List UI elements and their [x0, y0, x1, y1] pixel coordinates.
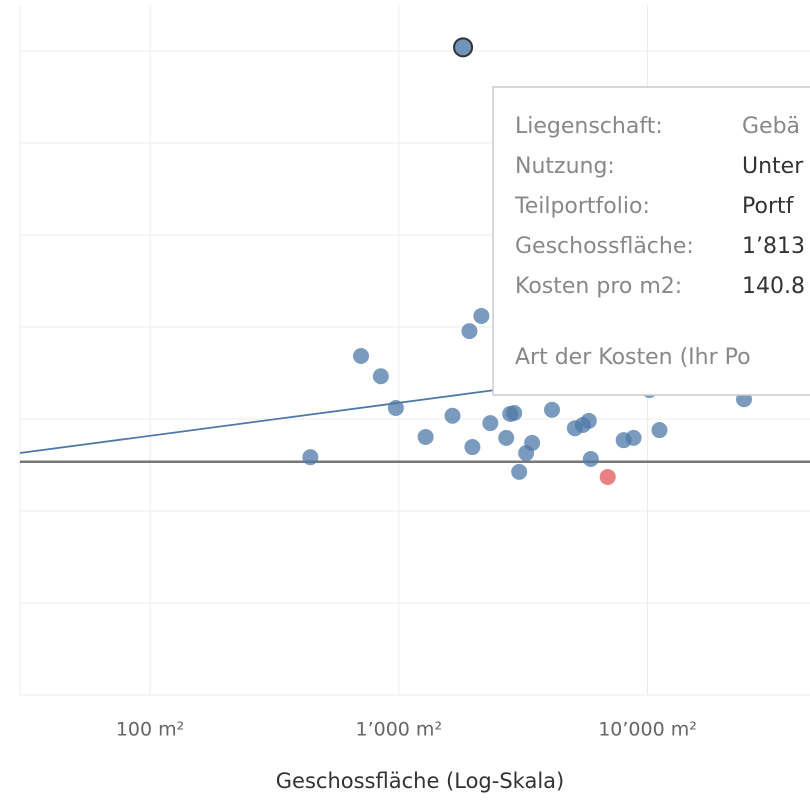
tooltip-box	[492, 86, 810, 396]
point	[651, 422, 668, 439]
tooltip-value: Portf	[742, 194, 795, 219]
point	[625, 429, 642, 446]
point	[582, 451, 599, 468]
tooltip-value: 1’813	[742, 234, 805, 259]
tooltip: Liegenschaft: Gebä Nutzung: Unter Teilportfo…	[492, 86, 810, 396]
point	[498, 429, 515, 446]
point	[599, 468, 616, 485]
tooltip-label: Geschossfläche:	[515, 234, 694, 259]
point	[543, 401, 560, 418]
trend-line	[19, 389, 496, 454]
point	[482, 415, 499, 432]
point	[464, 439, 481, 456]
point	[417, 428, 434, 445]
point	[387, 399, 404, 416]
tooltip-value: Unter	[742, 154, 804, 179]
point	[353, 347, 370, 364]
tooltip-footer: Art der Kosten (Ihr Po	[515, 345, 751, 370]
tooltip-value: Gebä	[742, 114, 800, 139]
point	[524, 434, 541, 451]
x-axis-title: Geschossfläche (Log-Skala)	[276, 769, 564, 793]
point	[506, 405, 523, 422]
point	[511, 463, 528, 480]
selected-point	[453, 37, 474, 58]
point	[372, 368, 389, 385]
point	[473, 307, 490, 324]
x-tick-label: 100 m²	[116, 719, 184, 741]
point	[444, 407, 461, 424]
tooltip-value: 140.8	[742, 274, 805, 299]
tooltip-label: Teilportfolio:	[514, 194, 650, 219]
x-tick-label: 1’000 m²	[356, 719, 443, 741]
point	[302, 449, 319, 466]
x-tick-label: 10’000 m²	[598, 719, 697, 741]
point	[580, 412, 597, 429]
tooltip-label: Liegenschaft:	[515, 114, 663, 139]
tooltip-label: Kosten pro m2:	[515, 274, 682, 299]
point	[461, 323, 478, 340]
tooltip-label: Nutzung:	[515, 154, 615, 179]
